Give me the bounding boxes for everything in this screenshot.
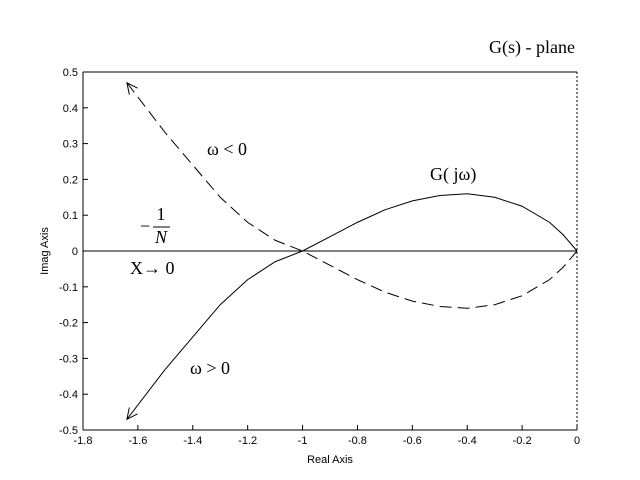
fraction-denominator: N	[154, 227, 168, 247]
x-tick-label: -0.8	[348, 435, 367, 447]
minus-sign: −	[140, 216, 150, 236]
y-tick-label: 0.5	[63, 67, 78, 79]
omega-neg-label: ω < 0	[207, 139, 247, 159]
y-tick-label: -0.3	[59, 353, 78, 365]
x-to-zero-label: X→ 0	[130, 258, 175, 278]
x-axis-label: Real Axis	[307, 454, 353, 466]
curve	[126, 193, 578, 420]
x-tick-label: -1.4	[183, 435, 202, 447]
gjw-label: G( jω)	[430, 164, 476, 185]
arrowhead	[126, 407, 138, 421]
y-tick-label: -0.2	[59, 318, 78, 330]
x-tick-label: -0.4	[458, 435, 477, 447]
y-tick-label: 0.4	[63, 103, 78, 115]
x-tick-label: -1	[298, 435, 308, 447]
y-tick-label: -0.5	[59, 425, 78, 437]
x-tick-label: -1.8	[74, 435, 93, 447]
x-tick-label: -1.2	[238, 435, 257, 447]
fraction-numerator: 1	[157, 204, 166, 224]
curve	[126, 82, 578, 309]
x-tick-label: 0	[574, 435, 580, 447]
omega-pos-label: ω > 0	[190, 358, 230, 378]
y-tick-label: -0.1	[59, 282, 78, 294]
x-tick-label: -1.6	[128, 435, 147, 447]
arrowhead	[126, 81, 138, 95]
y-axis-label: Imag Axis	[39, 227, 51, 275]
y-tick-label: 0.2	[63, 174, 78, 186]
plane-label: G(s) - plane	[489, 37, 575, 58]
y-tick-label: 0.3	[63, 139, 78, 151]
x-tick-label: -0.2	[513, 435, 532, 447]
x-tick-label: -0.6	[403, 435, 422, 447]
y-tick-label: 0.1	[63, 210, 78, 222]
y-tick-label: -0.4	[59, 389, 78, 401]
y-tick-label: 0	[72, 246, 78, 258]
